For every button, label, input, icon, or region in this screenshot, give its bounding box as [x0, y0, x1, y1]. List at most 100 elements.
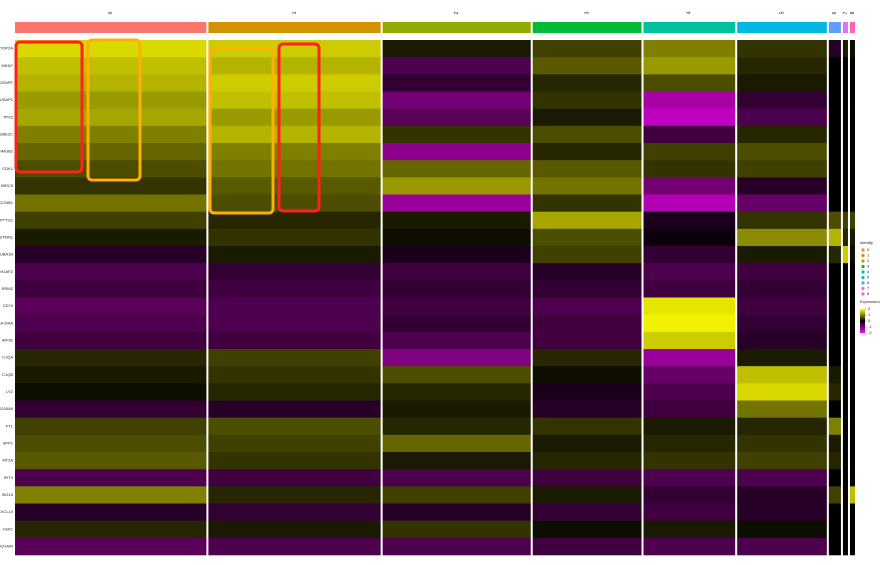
- gene-label: HLA-DRA: [0, 320, 13, 325]
- gene-label: TUBA1B: [0, 252, 13, 257]
- legend-label: 7: [867, 286, 870, 291]
- heatmap-cell: [382, 383, 531, 401]
- heatmap-cell: [643, 263, 736, 281]
- heatmap-cell: [828, 40, 841, 58]
- heatmap-cell: [208, 160, 381, 178]
- heatmap-cell: [208, 177, 381, 195]
- heatmap-cell: [208, 417, 381, 436]
- gene-label: APOE: [2, 337, 13, 342]
- gene-label: C1QA: [2, 355, 13, 360]
- highlight-box: [277, 42, 321, 213]
- heatmap-cell: [208, 74, 381, 92]
- heatmap-cell: [208, 434, 381, 453]
- heatmap-cell: [208, 314, 381, 333]
- heatmap-cell: [208, 263, 381, 281]
- heatmap-cell: [737, 486, 827, 504]
- gene-label: S100A9: [0, 406, 14, 411]
- heatmap-cell: [849, 383, 855, 401]
- heatmap-cell: [15, 537, 207, 556]
- heatmap-cell: [532, 228, 642, 247]
- cluster-bar: [849, 22, 855, 33]
- heatmap-cell: [842, 349, 848, 367]
- heatmap-cell: [15, 503, 207, 521]
- heatmap-cell: [828, 280, 841, 298]
- colorbar-tick-label: -2: [868, 330, 872, 335]
- heatmap-cell: [15, 383, 207, 401]
- heatmap-cell: [532, 177, 642, 195]
- heatmap-cell: [15, 228, 207, 247]
- heatmap-cell: [828, 520, 841, 539]
- heatmap-cell: [849, 143, 855, 161]
- heatmap-cell: [737, 469, 827, 487]
- heatmap-cell: [849, 194, 855, 212]
- heatmap-cell: [828, 228, 841, 247]
- gene-label: IFIT3: [4, 475, 14, 480]
- heatmap-cell: [643, 383, 736, 401]
- heatmap-cell: [849, 537, 855, 556]
- gene-label: NUSAP1: [0, 97, 14, 102]
- heatmap-cell: [15, 57, 207, 75]
- cluster-label: 1: [292, 11, 298, 14]
- heatmap-cell: [643, 74, 736, 92]
- colorbar-title: Expression: [860, 299, 880, 304]
- heatmap-cell: [643, 520, 736, 539]
- heatmap-cell: [15, 143, 207, 161]
- heatmap-cell: [532, 469, 642, 487]
- heatmap-cell: [382, 108, 531, 127]
- heatmap-cell: [842, 366, 848, 384]
- heatmap-cell: [828, 194, 841, 212]
- heatmap-cell: [828, 366, 841, 384]
- heatmap-cell: [842, 211, 848, 230]
- heatmap-cell: [737, 383, 827, 401]
- heatmap-cell: [842, 417, 848, 436]
- heatmap-cell: [208, 280, 381, 298]
- heatmap-cell: [849, 297, 855, 315]
- cluster-bar: [737, 22, 827, 33]
- legend-label: 5: [867, 275, 870, 280]
- cluster-label: 0: [108, 11, 114, 14]
- heatmap-cell: [849, 503, 855, 521]
- heatmap-cell: [737, 246, 827, 264]
- heatmap-cell: [828, 469, 841, 487]
- cluster-label: 6: [832, 11, 838, 14]
- cluster-label: 4: [687, 11, 693, 14]
- heatmap-cell: [382, 160, 531, 178]
- heatmap-cell: [15, 297, 207, 315]
- heatmap-cell: [737, 366, 827, 384]
- heatmap-cell: [849, 125, 855, 144]
- heatmap-cell: [849, 57, 855, 75]
- gene-label: RRM2: [2, 286, 14, 291]
- gene-label: MKI67: [1, 63, 13, 68]
- heatmap-cell: [643, 228, 736, 247]
- cluster-label: 8: [850, 11, 856, 14]
- heatmap-cell: [382, 280, 531, 298]
- heatmap-cell: [842, 434, 848, 453]
- heatmap-cell: [849, 108, 855, 127]
- heatmap-cell: [208, 383, 381, 401]
- gene-label: H2AFZ: [0, 269, 13, 274]
- cluster-bar: [532, 22, 642, 33]
- heatmap-cell: [828, 160, 841, 178]
- heatmap-cell: [643, 108, 736, 127]
- legend-swatch: [861, 292, 865, 296]
- heatmap-cell: [382, 228, 531, 247]
- heatmap-cell: [208, 537, 381, 556]
- heatmap-cell: [532, 263, 642, 281]
- heatmap-cell: [208, 297, 381, 315]
- heatmap-cell: [737, 452, 827, 470]
- legend-swatch: [861, 253, 865, 258]
- gene-label: TPX2: [3, 114, 14, 119]
- heatmap-cell: [842, 246, 848, 264]
- heatmap-cell: [828, 503, 841, 521]
- heatmap-cell: [208, 246, 381, 264]
- heatmap-cell: [532, 108, 642, 127]
- gene-label: STMN1: [0, 234, 14, 239]
- heatmap-cell: [828, 417, 841, 436]
- heatmap-cell: [382, 349, 531, 367]
- legend-swatch: [861, 270, 865, 274]
- heatmap-cell: [382, 314, 531, 333]
- heatmap-cell: [208, 40, 381, 58]
- heatmap-cell: [737, 331, 827, 350]
- heatmap-cell: [532, 91, 642, 109]
- heatmap-cell: [382, 417, 531, 436]
